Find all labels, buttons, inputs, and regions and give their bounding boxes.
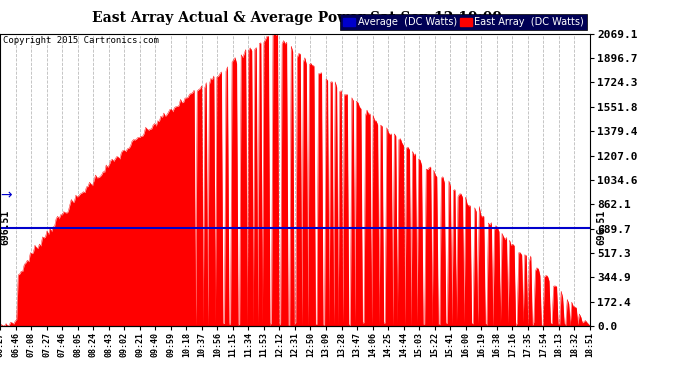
Legend: Average  (DC Watts), East Array  (DC Watts): Average (DC Watts), East Array (DC Watts… xyxy=(340,14,587,30)
Text: 696.51: 696.51 xyxy=(596,210,606,245)
Text: Copyright 2015 Cartronics.com: Copyright 2015 Cartronics.com xyxy=(3,36,159,45)
Text: 696.51: 696.51 xyxy=(1,210,10,245)
Text: →: → xyxy=(0,188,12,202)
Text: East Array Actual & Average Power Sat Sep 12 19:09: East Array Actual & Average Power Sat Se… xyxy=(92,11,502,25)
